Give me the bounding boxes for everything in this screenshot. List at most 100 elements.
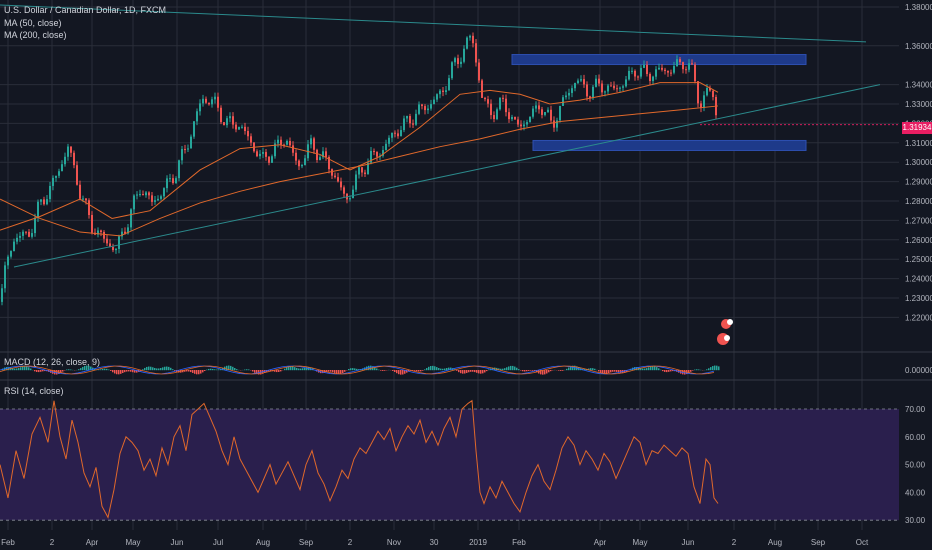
- candle-body: [691, 63, 693, 65]
- macd-histogram-bar: [104, 368, 106, 371]
- trendline[interactable]: [13, 84, 881, 268]
- macd-histogram-bar: [568, 367, 570, 371]
- candle-body: [490, 103, 492, 116]
- macd-histogram-bar: [690, 370, 692, 372]
- candle-body: [64, 156, 66, 165]
- candle-body: [580, 79, 582, 81]
- macd-histogram-bar: [662, 370, 664, 372]
- macd-histogram-bar: [252, 370, 254, 372]
- macd-histogram-bar: [524, 370, 526, 372]
- candle-body: [199, 103, 201, 112]
- event-markers[interactable]: [717, 319, 733, 345]
- time-axis-label: Apr: [594, 538, 607, 547]
- macd-histogram-bar: [200, 370, 202, 374]
- candle-body: [319, 157, 321, 161]
- candle-body: [220, 107, 222, 123]
- candle-body: [283, 144, 285, 146]
- candle-body: [535, 105, 537, 109]
- macd-histogram-bar: [304, 367, 306, 371]
- price-zone[interactable]: [511, 54, 807, 66]
- macd-histogram-bar: [594, 368, 596, 371]
- rsi-axis-label: 40.00: [905, 488, 926, 497]
- candle-body: [301, 165, 303, 167]
- macd-histogram-bar: [468, 370, 470, 373]
- candle-body: [655, 69, 657, 77]
- macd-histogram-bar: [376, 368, 378, 371]
- macd-histogram-bar: [132, 370, 134, 373]
- candle-body: [43, 199, 45, 205]
- macd-histogram-bar: [644, 368, 646, 371]
- macd-histogram-bar: [198, 370, 200, 375]
- candle-body: [310, 138, 312, 145]
- candle-body: [190, 136, 192, 149]
- macd-histogram-bar: [484, 370, 486, 373]
- macd-histogram-bar: [670, 370, 672, 372]
- ma200-line: [0, 105, 719, 237]
- candle-body: [184, 149, 186, 151]
- candle-body: [514, 116, 516, 120]
- candle-body: [661, 67, 663, 70]
- macd-histogram-bar: [652, 366, 654, 371]
- macd-histogram-bar: [646, 368, 648, 371]
- macd-histogram-bar: [102, 368, 104, 371]
- candle-body: [118, 236, 120, 249]
- candle-body: [712, 90, 714, 97]
- macd-histogram-bar: [194, 370, 196, 374]
- macd-histogram-bar: [270, 370, 272, 372]
- price-zone[interactable]: [532, 139, 807, 151]
- macd-histogram-bar: [654, 366, 656, 371]
- macd-histogram-bar: [546, 370, 548, 374]
- candle-body: [472, 35, 474, 44]
- macd-histogram-bar: [428, 366, 430, 371]
- candle-body: [493, 115, 495, 120]
- macd-histogram-bar: [350, 368, 352, 371]
- candle-body: [469, 35, 471, 38]
- macd-histogram-bar: [656, 367, 658, 371]
- macd-histogram-bar: [144, 367, 146, 371]
- price-axis-label: 1.36000: [905, 42, 932, 51]
- macd-histogram-bar: [434, 366, 436, 371]
- candle-body: [436, 94, 438, 100]
- event-marker-icon[interactable]: [724, 335, 730, 341]
- macd-histogram-bar: [62, 370, 64, 372]
- candle-body: [154, 200, 156, 202]
- macd-histogram-bar: [8, 367, 10, 371]
- macd-histogram-bar: [184, 370, 186, 372]
- candle-body: [58, 171, 60, 176]
- trendline[interactable]: [0, 4, 867, 43]
- candle-body: [355, 174, 357, 190]
- macd-histogram-bar: [500, 368, 502, 371]
- candle-body: [565, 95, 567, 98]
- macd-histogram-bar: [130, 370, 132, 372]
- macd-histogram-bar: [106, 368, 108, 371]
- macd-histogram-bar: [542, 370, 544, 375]
- candle-body: [508, 112, 510, 120]
- macd-histogram-bar: [446, 368, 448, 371]
- candle-body: [616, 88, 618, 90]
- event-marker-icon[interactable]: [727, 319, 733, 325]
- candle-body: [70, 146, 72, 153]
- macd-histogram-bar: [40, 370, 42, 372]
- candle-body: [520, 124, 522, 127]
- candle-body: [271, 156, 273, 163]
- macd-histogram-bar: [296, 367, 298, 371]
- macd-histogram-bar: [154, 367, 156, 371]
- macd-histogram-bar: [56, 370, 58, 375]
- macd-histogram-bar: [22, 366, 24, 371]
- candle-body: [10, 251, 12, 257]
- time-axis-label: Feb: [512, 538, 526, 547]
- macd-histogram-bar: [302, 368, 304, 371]
- macd-histogram-bar: [244, 369, 246, 371]
- candle-body: [67, 146, 69, 157]
- candle-body: [160, 196, 162, 199]
- candle-body: [547, 109, 549, 112]
- candle-body: [214, 96, 216, 100]
- macd-histogram-bar: [14, 368, 16, 371]
- macd-histogram-bar: [190, 370, 192, 373]
- trendlines: [0, 4, 881, 268]
- candle-body: [688, 63, 690, 70]
- time-axis-label: Jul: [213, 538, 223, 547]
- candle-body: [256, 151, 258, 157]
- candle-body: [148, 192, 150, 196]
